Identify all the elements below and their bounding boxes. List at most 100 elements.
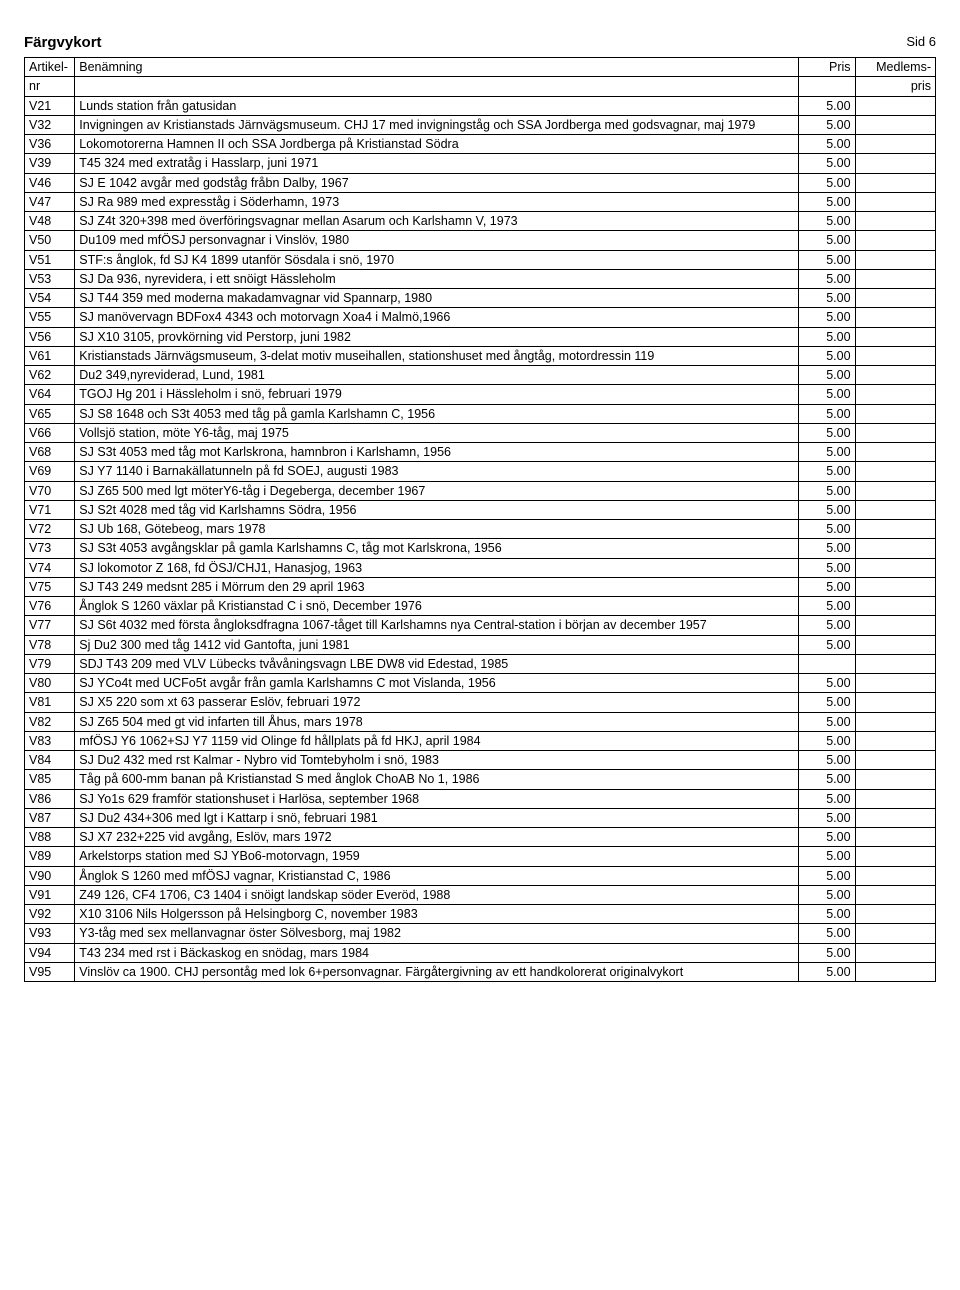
cell-desc: mfÖSJ Y6 1062+SJ Y7 1159 vid Olinge fd h… [75, 731, 799, 750]
cell-desc: Arkelstorps station med SJ YBo6-motorvag… [75, 847, 799, 866]
cell-desc: SJ X10 3105, provkörning vid Perstorp, j… [75, 327, 799, 346]
cell-pris: 5.00 [799, 905, 855, 924]
cell-pris [799, 654, 855, 673]
cell-desc: SJ X5 220 som xt 63 passerar Eslöv, febr… [75, 693, 799, 712]
cell-mem [855, 115, 935, 134]
cell-nr: V88 [25, 828, 75, 847]
cell-nr: V87 [25, 808, 75, 827]
cell-desc: T43 234 med rst i Bäckaskog en snödag, m… [75, 943, 799, 962]
table-row: V72SJ Ub 168, Götebeog, mars 19785.00 [25, 520, 936, 539]
table-row: V53SJ Da 936, nyrevidera, i ett snöigt H… [25, 269, 936, 288]
cell-desc: SJ Z65 504 med gt vid infarten till Åhus… [75, 712, 799, 731]
col-header-nr-2: nr [25, 77, 75, 96]
cell-mem [855, 269, 935, 288]
table-row: V32Invigningen av Kristianstads Järnvägs… [25, 115, 936, 134]
cell-pris: 5.00 [799, 462, 855, 481]
cell-nr: V47 [25, 192, 75, 211]
cell-mem [855, 770, 935, 789]
cell-mem [855, 924, 935, 943]
cell-pris: 5.00 [799, 192, 855, 211]
cell-mem [855, 962, 935, 981]
table-row: V76Ånglok S 1260 växlar på Kristianstad … [25, 597, 936, 616]
cell-nr: V85 [25, 770, 75, 789]
table-row: V89Arkelstorps station med SJ YBo6-motor… [25, 847, 936, 866]
cell-nr: V32 [25, 115, 75, 134]
cell-nr: V86 [25, 789, 75, 808]
cell-nr: V48 [25, 212, 75, 231]
cell-mem [855, 366, 935, 385]
cell-mem [855, 654, 935, 673]
cell-mem [855, 404, 935, 423]
table-row: V56SJ X10 3105, provkörning vid Perstorp… [25, 327, 936, 346]
cell-mem [855, 885, 935, 904]
cell-desc: T45 324 med extratåg i Hasslarp, juni 19… [75, 154, 799, 173]
cell-desc: SJ Da 936, nyrevidera, i ett snöigt Häss… [75, 269, 799, 288]
cell-pris: 5.00 [799, 250, 855, 269]
cell-pris: 5.00 [799, 597, 855, 616]
cell-desc: SJ Ra 989 med expresståg i Söderhamn, 19… [75, 192, 799, 211]
col-header-ben-2 [75, 77, 799, 96]
table-row: V84SJ Du2 432 med rst Kalmar - Nybro vid… [25, 751, 936, 770]
cell-pris: 5.00 [799, 828, 855, 847]
table-row: V86SJ Yo1s 629 framför stationshuset i H… [25, 789, 936, 808]
col-header-mem: Medlems- [855, 58, 935, 77]
cell-nr: V70 [25, 481, 75, 500]
table-row: V66Vollsjö station, möte Y6-tåg, maj 197… [25, 423, 936, 442]
cell-desc: SDJ T43 209 med VLV Lübecks tvåvåningsva… [75, 654, 799, 673]
cell-desc: Kristianstads Järnvägsmuseum, 3-delat mo… [75, 346, 799, 365]
cell-desc: SJ S2t 4028 med tåg vid Karlshamns Södra… [75, 500, 799, 519]
cell-nr: V69 [25, 462, 75, 481]
cell-desc: SJ T44 359 med moderna makadamvagnar vid… [75, 289, 799, 308]
cell-desc: Z49 126, CF4 1706, C3 1404 i snöigt land… [75, 885, 799, 904]
table-row: V55SJ manövervagn BDFox4 4343 och motorv… [25, 308, 936, 327]
cell-mem [855, 289, 935, 308]
table-row: V95Vinslöv ca 1900. CHJ persontåg med lo… [25, 962, 936, 981]
cell-mem [855, 847, 935, 866]
cell-nr: V68 [25, 443, 75, 462]
cell-nr: V95 [25, 962, 75, 981]
cell-mem [855, 173, 935, 192]
cell-pris: 5.00 [799, 308, 855, 327]
cell-nr: V89 [25, 847, 75, 866]
cell-pris: 5.00 [799, 327, 855, 346]
cell-nr: V56 [25, 327, 75, 346]
cell-pris: 5.00 [799, 770, 855, 789]
cell-desc: SJ Du2 434+306 med lgt i Kattarp i snö, … [75, 808, 799, 827]
cell-pris: 5.00 [799, 558, 855, 577]
cell-nr: V64 [25, 385, 75, 404]
table-row: V83mfÖSJ Y6 1062+SJ Y7 1159 vid Olinge f… [25, 731, 936, 750]
cell-nr: V72 [25, 520, 75, 539]
cell-desc: Du2 349,nyreviderad, Lund, 1981 [75, 366, 799, 385]
table-row: V77SJ S6t 4032 med första ångloksdfragna… [25, 616, 936, 635]
page-header: Sid 6 Färgvykort [24, 34, 936, 51]
cell-mem [855, 346, 935, 365]
col-header-nr: Artikel- [25, 58, 75, 77]
cell-desc: Y3-tåg med sex mellanvagnar öster Sölves… [75, 924, 799, 943]
cell-nr: V51 [25, 250, 75, 269]
cell-pris: 5.00 [799, 481, 855, 500]
cell-pris: 5.00 [799, 539, 855, 558]
table-row: V62Du2 349,nyreviderad, Lund, 19815.00 [25, 366, 936, 385]
page-number: Sid 6 [906, 34, 936, 49]
cell-mem [855, 327, 935, 346]
cell-pris: 5.00 [799, 674, 855, 693]
cell-pris: 5.00 [799, 423, 855, 442]
table-row: V88SJ X7 232+225 vid avgång, Eslöv, mars… [25, 828, 936, 847]
cell-mem [855, 250, 935, 269]
cell-desc: Sj Du2 300 med tåg 1412 vid Gantofta, ju… [75, 635, 799, 654]
cell-mem [855, 520, 935, 539]
cell-desc: Tåg på 600-mm banan på Kristianstad S me… [75, 770, 799, 789]
cell-nr: V74 [25, 558, 75, 577]
cell-desc: SJ T43 249 medsnt 285 i Mörrum den 29 ap… [75, 577, 799, 596]
table-row: V64TGOJ Hg 201 i Hässleholm i snö, febru… [25, 385, 936, 404]
cell-pris: 5.00 [799, 635, 855, 654]
cell-pris: 5.00 [799, 173, 855, 192]
cell-desc: SJ Y7 1140 i Barnakällatunneln på fd SOE… [75, 462, 799, 481]
cell-mem [855, 808, 935, 827]
cell-pris: 5.00 [799, 808, 855, 827]
cell-pris: 5.00 [799, 385, 855, 404]
cell-desc: Du109 med mfÖSJ personvagnar i Vinslöv, … [75, 231, 799, 250]
table-row: V50Du109 med mfÖSJ personvagnar i Vinslö… [25, 231, 936, 250]
cell-mem [855, 943, 935, 962]
cell-mem [855, 423, 935, 442]
